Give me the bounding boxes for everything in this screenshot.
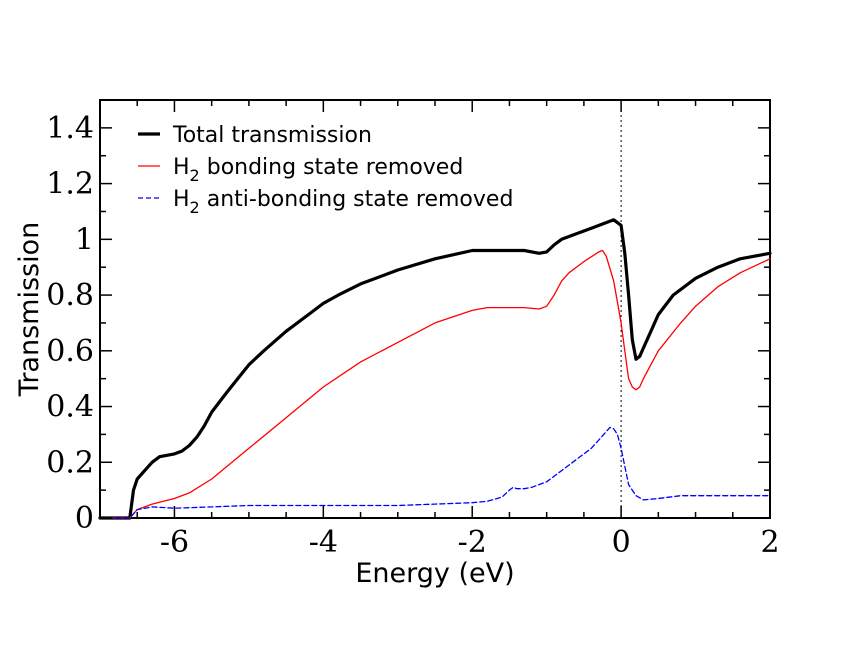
legend-label-subscript: 2	[190, 166, 200, 185]
series-line-2	[99, 249, 771, 519]
series-line-1	[98, 218, 772, 520]
y-tick-label: 0.8	[46, 278, 94, 313]
x-tick-label: -6	[160, 525, 189, 560]
x-tick-label: -2	[458, 525, 487, 560]
legend-label-main: H	[173, 155, 190, 180]
legend-label-main: Total transmission	[172, 123, 372, 148]
legend-label-subscript: 2	[190, 198, 200, 217]
legend-label-rest: bonding state removed	[200, 155, 464, 180]
legend-label-rest: anti-bonding state removed	[200, 187, 514, 212]
legend-label-2: H2 bonding state removed	[173, 155, 463, 185]
x-tick-label: -4	[309, 525, 338, 560]
x-tick-label: 2	[760, 525, 779, 560]
x-tick-label: 0	[612, 525, 631, 560]
ticks-layer: -6 -4 -2 0 2 0 0.2 0.4 0.6 0.8 1 1.2 1.4	[46, 99, 780, 560]
x-axis-title: Energy (eV)	[355, 558, 514, 589]
y-tick-label: 0.2	[46, 445, 94, 480]
series-line-3	[99, 426, 771, 519]
y-tick-label: 0	[75, 501, 94, 536]
legend-label-3: H2 anti-bonding state removed	[173, 187, 513, 217]
legend-label-1: Total transmission	[172, 123, 372, 148]
y-tick-label: 1	[75, 222, 94, 257]
series-layer	[98, 218, 772, 520]
y-tick-label: 0.4	[46, 390, 94, 425]
y-tick-label: 0.6	[46, 334, 94, 369]
y-axis-title: Transmission	[14, 222, 45, 397]
y-tick-label: 1.4	[46, 111, 94, 146]
y-tick-label: 1.2	[46, 167, 94, 202]
legend-label-main: H	[173, 187, 190, 212]
legend: Total transmission H2 bonding state remov…	[138, 123, 513, 217]
